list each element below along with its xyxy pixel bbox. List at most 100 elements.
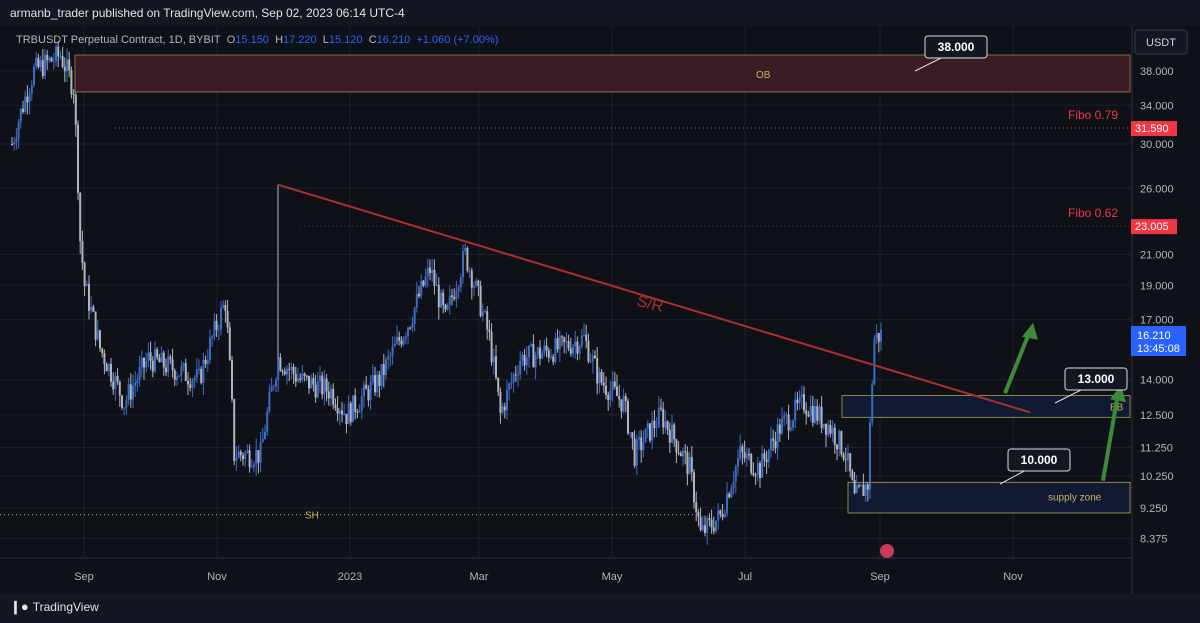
candle-body (600, 371, 603, 383)
candle-body (609, 390, 612, 401)
candle-body (752, 472, 755, 476)
candle-body (833, 427, 836, 445)
candle-body (646, 423, 649, 429)
candle-body (277, 357, 280, 381)
candle-body (732, 481, 735, 489)
candle-body (745, 454, 748, 459)
candle-body (158, 357, 161, 363)
candle-body (24, 96, 27, 112)
candle-body (633, 438, 636, 466)
candle-body (15, 138, 18, 143)
candle-body (805, 410, 808, 415)
candle-body (721, 514, 724, 517)
candle-body (525, 357, 528, 366)
candle-body (374, 375, 376, 393)
candle-body (81, 241, 84, 263)
fibo-062-price: 23.005 (1135, 221, 1169, 233)
candle-body (508, 383, 511, 390)
candle-body (660, 407, 662, 409)
candle-body (682, 451, 684, 457)
candle-body (761, 453, 764, 478)
candle-body (627, 401, 629, 434)
candle-body (618, 396, 621, 400)
candle-body (189, 384, 192, 388)
candle-body (809, 405, 812, 417)
candle-body (327, 391, 330, 399)
candle-body (173, 370, 176, 380)
candle-body (501, 406, 504, 413)
candle-body (640, 437, 643, 451)
candle-body (250, 466, 253, 468)
candle-body (226, 311, 229, 328)
candle-body (547, 350, 550, 358)
candle-body (301, 373, 304, 380)
candle-body (730, 488, 733, 498)
candle-body (517, 374, 519, 376)
candle-body (829, 424, 832, 434)
change-value: +1.060 (+7.00%) (416, 34, 499, 46)
candle-body (741, 446, 744, 453)
candle-body (57, 46, 60, 57)
candle-body (803, 394, 805, 411)
y-tick-label: 38.000 (1140, 66, 1174, 78)
symbol-name: TRBUSDT Perpetual Contract, 1D, BYBIT (16, 34, 221, 46)
supply-callout-box (1007, 448, 1071, 472)
candle-body (583, 334, 585, 336)
candle-body (864, 484, 867, 496)
candle-body (143, 357, 145, 368)
candle-body (651, 420, 654, 441)
candle-body (574, 341, 577, 347)
up-arrow-head-icon (1022, 322, 1038, 340)
candle-body (297, 378, 299, 382)
candle-body (567, 341, 570, 349)
candle-body (385, 359, 387, 376)
candle-body (844, 459, 847, 461)
currency-label: USDT (1146, 37, 1176, 49)
candle-body (85, 283, 88, 287)
candle-body (193, 378, 196, 381)
candle-body (798, 396, 801, 404)
candle-body (363, 384, 365, 397)
candle-body (312, 378, 315, 385)
ob-callout-box (924, 35, 988, 59)
candle-body (851, 471, 854, 480)
candle-body (281, 370, 284, 372)
candle-body (162, 352, 165, 368)
footer-brand[interactable]: ❙● TradingView (10, 599, 99, 615)
candle-body (442, 292, 445, 305)
candle-body (116, 375, 119, 382)
candle-body (154, 349, 156, 372)
candle-body (99, 330, 101, 349)
candle-body (822, 423, 825, 428)
candle-body (497, 377, 500, 392)
candle-body (167, 356, 170, 373)
candle-body (270, 386, 273, 392)
candle-body (63, 66, 66, 72)
candle-body (336, 407, 339, 414)
candle-body (418, 293, 420, 297)
candle-body (787, 414, 790, 431)
y-tick-label: 11.250 (1140, 442, 1173, 454)
supply-callout-text: 10.000 (1021, 453, 1058, 467)
candle-body (92, 306, 95, 312)
candle-body (818, 406, 821, 421)
candle-body (873, 338, 876, 385)
candle-body (187, 380, 189, 385)
candle-body (74, 94, 77, 125)
candle-body (816, 406, 819, 421)
candle-body (477, 280, 480, 286)
candle-body (719, 510, 722, 515)
candle-body (492, 356, 495, 363)
candle-body (391, 346, 394, 356)
candle-body (275, 380, 277, 387)
countdown: 13:45:08 (1137, 343, 1180, 355)
candle-body (286, 368, 288, 375)
candle-body (814, 406, 816, 423)
x-tick-label: May (602, 571, 623, 583)
fibo-062-price-tag (1131, 219, 1177, 235)
candle-body (699, 516, 702, 531)
candle-body (686, 452, 689, 475)
candle-body (587, 340, 590, 362)
